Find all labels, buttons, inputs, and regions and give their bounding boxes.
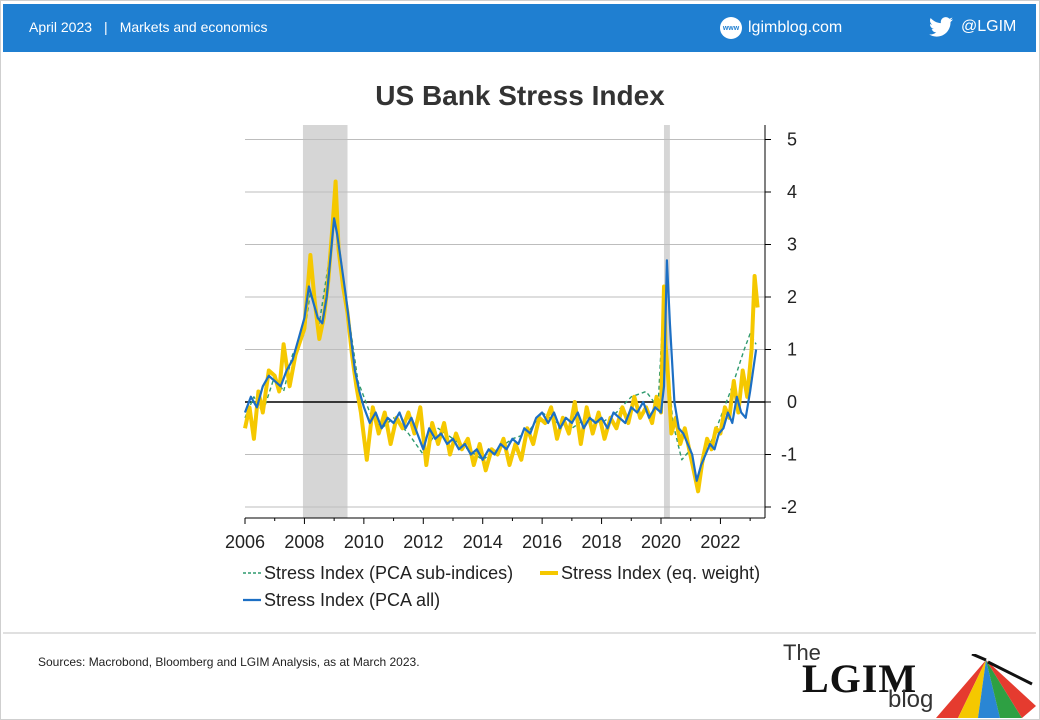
x-tick-label: 2022 bbox=[700, 532, 740, 552]
y-tick-label: 4 bbox=[787, 182, 797, 202]
y-tick-label: -2 bbox=[781, 497, 797, 517]
legend-label-2: Stress Index (eq. weight) bbox=[561, 563, 760, 583]
header-bar: April 2023 | Markets and economics www lgi… bbox=[3, 4, 1036, 52]
header-section[interactable]: Markets and economics bbox=[119, 19, 268, 35]
y-tick-label: 3 bbox=[787, 235, 797, 255]
gridlines bbox=[245, 139, 765, 508]
recession-band-1 bbox=[663, 125, 670, 518]
recession-band-0 bbox=[302, 125, 348, 518]
x-tick-label: 2020 bbox=[641, 532, 681, 552]
twitter-handle[interactable]: @LGIM bbox=[961, 18, 1017, 35]
lgim-blog-logo: The LGIM blog bbox=[780, 640, 1036, 718]
site-link[interactable]: www lgimblog.com bbox=[720, 17, 842, 39]
y-tick-label: 2 bbox=[787, 287, 797, 307]
logo-blog: blog bbox=[888, 686, 934, 713]
globe-icon: www bbox=[720, 17, 742, 39]
stress-index-chart: 2006 2008 2010 2012 2014 2016 2018 2020 2022 5 4 3 2… bbox=[225, 125, 797, 610]
umbrella-logo-icon bbox=[936, 654, 1036, 718]
footer-divider bbox=[3, 632, 1036, 634]
x-tick-label: 2008 bbox=[284, 532, 324, 552]
logo-the: The bbox=[783, 640, 821, 665]
y-tick-label: -1 bbox=[781, 445, 797, 465]
y-tick-label: 5 bbox=[787, 130, 797, 150]
y-tick-label: 0 bbox=[787, 392, 797, 412]
x-tick-label: 2010 bbox=[344, 532, 384, 552]
series-line-3 bbox=[243, 217, 758, 482]
chart-title: US Bank Stress Index bbox=[375, 80, 665, 111]
source-note: Sources: Macrobond, Bloomberg and LGIM A… bbox=[38, 655, 420, 669]
series-lines bbox=[243, 179, 760, 494]
twitter-link[interactable]: @LGIM bbox=[929, 17, 1016, 37]
axes: 2006 2008 2010 2012 2014 2016 2018 2020 2022 5 4 3 2… bbox=[225, 125, 797, 552]
x-tick-label: 2016 bbox=[522, 532, 562, 552]
x-tick-label: 2012 bbox=[403, 532, 443, 552]
x-tick-label: 2006 bbox=[225, 532, 265, 552]
recession-bands bbox=[302, 125, 670, 518]
legend-label-1: Stress Index (PCA sub-indices) bbox=[264, 563, 513, 583]
legend-label-3: Stress Index (PCA all) bbox=[264, 590, 440, 610]
twitter-bird-icon bbox=[929, 17, 953, 37]
site-url[interactable]: lgimblog.com bbox=[748, 19, 843, 36]
logo-lgim: LGIM bbox=[802, 656, 918, 701]
header-separator: | bbox=[104, 19, 108, 35]
header-meta: April 2023 | Markets and economics bbox=[29, 19, 268, 35]
x-tick-label: 2018 bbox=[582, 532, 622, 552]
y-tick-label: 1 bbox=[787, 340, 797, 360]
legend: Stress Index (PCA sub-indices) Stress Ind… bbox=[243, 563, 760, 610]
x-tick-label: 2014 bbox=[463, 532, 503, 552]
header-date: April 2023 bbox=[29, 19, 93, 35]
